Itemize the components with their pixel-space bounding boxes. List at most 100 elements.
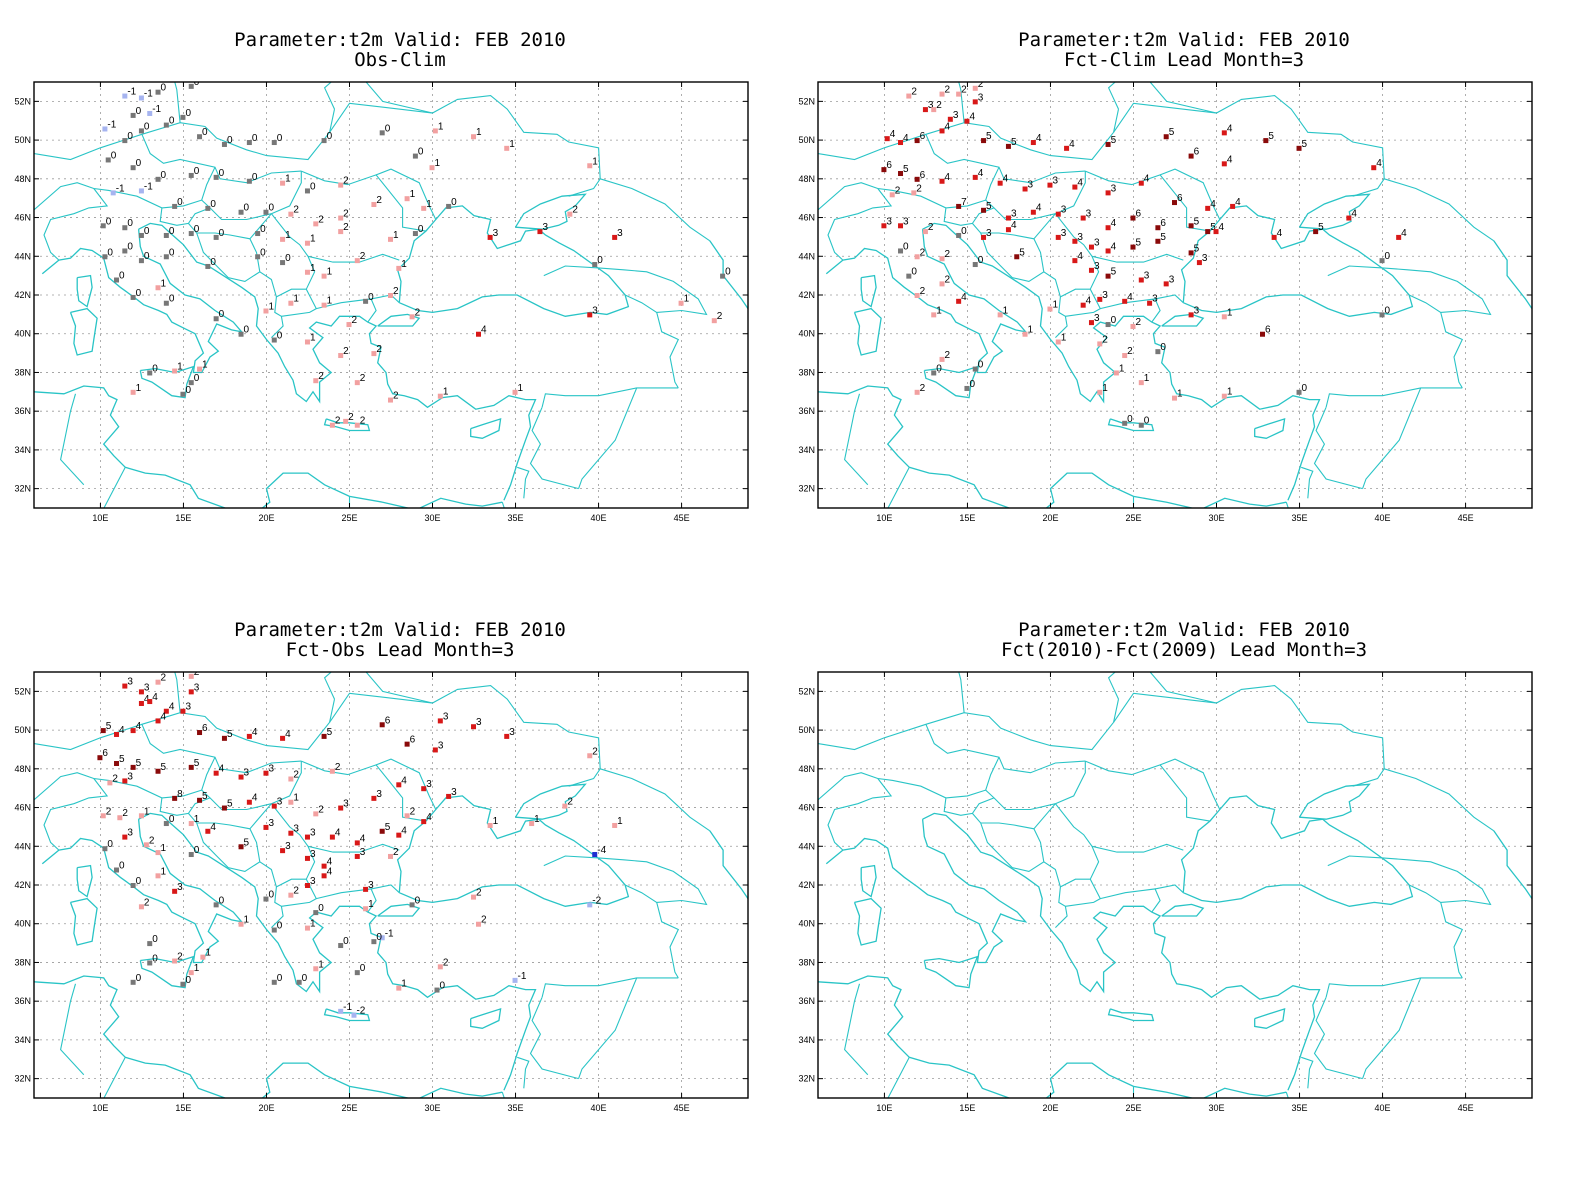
station-value: 1: [194, 963, 200, 974]
country-border: [1301, 1056, 1314, 1089]
lon-tick-label: 10E: [876, 1103, 892, 1113]
station-value: 1: [161, 843, 167, 854]
station-marker: [238, 844, 244, 850]
station-marker: [1088, 320, 1094, 326]
station-marker: [263, 209, 269, 215]
station-value: 1: [205, 948, 211, 959]
station-value: 4: [890, 129, 896, 140]
station-marker: [271, 927, 277, 933]
station-value: 3: [928, 100, 934, 111]
station-value: 6: [920, 131, 926, 142]
station-marker: [409, 314, 415, 320]
station-marker: [338, 229, 344, 235]
station-value: 0: [1127, 414, 1133, 425]
station-marker: [213, 174, 219, 180]
station-marker: [997, 180, 1003, 186]
station-value: 0: [418, 224, 424, 235]
lat-tick-label: 36N: [14, 996, 31, 1006]
station-marker: [379, 828, 385, 834]
station-value: 5: [136, 758, 142, 769]
station-marker: [997, 312, 1003, 318]
country-border: [1313, 997, 1363, 1080]
lat-tick-label: 48N: [14, 764, 31, 774]
lon-tick-label: 10E: [92, 513, 108, 523]
station-marker: [972, 85, 978, 91]
station-marker: [884, 136, 890, 142]
station-marker: [898, 140, 904, 146]
country-border: [316, 888, 377, 913]
station-value: 4: [1219, 222, 1225, 233]
station-marker: [288, 830, 294, 836]
station-marker: [1379, 258, 1385, 264]
lat-tick-label: 34N: [14, 445, 31, 455]
station-marker: [567, 211, 573, 217]
station-value: 0: [277, 133, 283, 144]
station-marker: [288, 776, 294, 782]
country-border: [1107, 672, 1119, 700]
station-value: 2: [572, 205, 578, 216]
station-marker: [102, 846, 108, 852]
coastline: [76, 274, 93, 308]
station-value: 3: [1169, 274, 1175, 285]
country-border: [1100, 888, 1161, 913]
station-value: 3: [127, 677, 133, 688]
station-value: 0: [127, 218, 133, 229]
station-marker: [271, 337, 277, 343]
country-border: [578, 387, 638, 489]
lat-tick-label: 44N: [14, 841, 31, 851]
station-marker: [612, 234, 618, 240]
station-value: 1: [443, 387, 449, 398]
station-marker: [1080, 215, 1086, 221]
coastline: [34, 975, 503, 1098]
station-value: 2: [343, 209, 349, 220]
station-value: 4: [1069, 139, 1075, 150]
station-value: 0: [368, 292, 374, 303]
station-value: 3: [127, 771, 133, 782]
country-border: [34, 756, 216, 801]
station-value: 0: [202, 127, 208, 138]
coastline: [139, 365, 195, 399]
station-marker: [213, 902, 219, 908]
coastline: [69, 897, 98, 946]
station-value: 4: [1277, 228, 1283, 239]
station-marker: [147, 699, 153, 705]
station-marker: [304, 834, 310, 840]
station-marker: [898, 171, 904, 177]
station-marker: [1105, 248, 1111, 254]
station-value: 4: [136, 721, 142, 732]
lon-tick-label: 30E: [1209, 513, 1225, 523]
station-marker: [304, 925, 310, 931]
country-border: [43, 778, 109, 851]
lon-tick-label: 45E: [1458, 1103, 1474, 1113]
station-value: 4: [1210, 199, 1216, 210]
station-value: 5: [1011, 137, 1017, 148]
station-marker: [1047, 182, 1053, 188]
station-value: 2: [476, 888, 482, 899]
station-marker: [100, 813, 106, 819]
country-border: [543, 855, 708, 906]
country-border: [1107, 82, 1119, 110]
lon-tick-label: 25E: [1125, 513, 1141, 523]
country-border: [187, 813, 261, 872]
coastline: [474, 527, 514, 570]
coastline: [818, 975, 1287, 1098]
station-marker: [396, 265, 402, 271]
station-marker: [205, 205, 211, 211]
lat-tick-label: 38N: [14, 367, 31, 377]
station-value: 0: [597, 255, 603, 266]
station-value: 1: [1227, 307, 1233, 318]
station-marker: [1163, 134, 1169, 140]
station-value: 3: [277, 797, 283, 808]
station-marker: [388, 853, 393, 859]
station-marker: [114, 277, 120, 283]
gridlines: [34, 82, 748, 508]
coastline: [323, 418, 371, 432]
station-marker: [939, 178, 945, 184]
station-value: 0: [277, 921, 283, 932]
station-marker: [138, 258, 144, 264]
country-border: [827, 188, 893, 261]
station-marker: [1230, 203, 1236, 209]
lon-tick-label: 25E: [341, 1103, 357, 1113]
station-marker: [163, 821, 169, 827]
